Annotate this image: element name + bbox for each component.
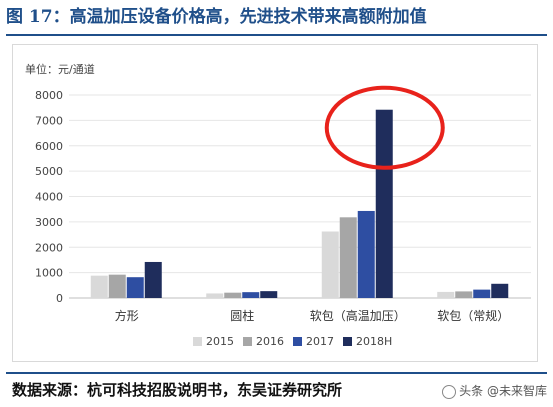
bar [126, 277, 144, 298]
y-tick-label: 3000 [35, 216, 63, 229]
bar [321, 231, 339, 298]
x-tick-label: 软包（高温加压） [310, 308, 406, 323]
figure-title: 图 17：高温加压设备价格高，先进技术带来高额附加值 [6, 7, 427, 27]
y-tick-label: 0 [56, 292, 63, 305]
highlight-ellipse [324, 85, 445, 170]
x-tick-label: 软包（常规） [437, 308, 509, 323]
source-note: 数据来源：杭可科技招股说明书，东吴证券研究所 [12, 381, 343, 399]
bar [339, 217, 357, 298]
legend-label: 2016 [256, 335, 284, 348]
legend-swatch [193, 337, 202, 346]
bar [206, 293, 224, 298]
legend-swatch [293, 337, 302, 346]
legend-label: 2017 [306, 335, 334, 348]
bar [260, 291, 278, 298]
watermark-logo-icon [442, 384, 457, 399]
bar [357, 210, 375, 298]
bar-chart: 单位：元/通道 0 1000 2000 3000 4000 5000 6000 7000 800… [25, 62, 531, 348]
bar [491, 283, 509, 298]
bar [90, 275, 108, 298]
bar [473, 289, 491, 298]
bar [108, 274, 126, 298]
y-tick-label: 5000 [35, 165, 63, 178]
legend-swatch [243, 337, 252, 346]
title-divider [6, 34, 547, 36]
watermark-text: 头条 @未来智库 [459, 384, 547, 398]
y-tick-label: 6000 [35, 140, 63, 153]
legend-swatch [343, 337, 352, 346]
bar [144, 261, 162, 298]
footer-divider [6, 372, 547, 374]
bar [224, 292, 242, 298]
chart-area: 单位：元/通道 0 1000 2000 3000 4000 5000 6000 7000 800… [12, 44, 538, 362]
legend-label: 2018H [356, 335, 392, 348]
bar [455, 291, 473, 298]
bar [242, 292, 260, 298]
legend-label: 2015 [206, 335, 234, 348]
y-tick-label: 1000 [35, 267, 63, 280]
y-tick-label: 2000 [35, 241, 63, 254]
y-tick-label: 8000 [35, 89, 63, 102]
x-tick-label: 圆柱 [230, 308, 254, 323]
unit-label: 单位：元/通道 [25, 62, 95, 76]
y-tick-label: 4000 [35, 191, 63, 204]
watermark: 头条 @未来智库 [442, 380, 547, 402]
x-tick-label: 方形 [115, 308, 139, 323]
y-tick-label: 7000 [35, 114, 63, 127]
bar [375, 109, 393, 298]
bar [437, 291, 455, 298]
